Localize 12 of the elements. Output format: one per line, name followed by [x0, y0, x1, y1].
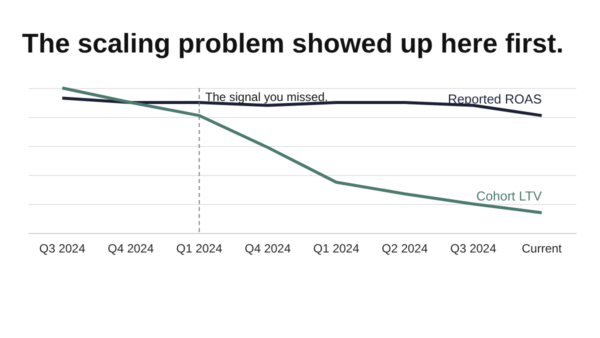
x-tick-label: Q1 2024 — [313, 242, 360, 256]
chart-title: The scaling problem showed up here first. — [22, 28, 564, 58]
series-label: Reported ROAS — [448, 92, 542, 107]
x-tick-label: Q3 2024 — [450, 242, 497, 256]
ref-line-label: The signal you missed. — [205, 90, 328, 104]
x-tick-label: Q1 2024 — [176, 242, 223, 256]
x-tick-label: Q4 2024 — [108, 242, 154, 256]
x-tick-label: Current — [522, 242, 562, 256]
x-tick-label: Q4 2024 — [244, 242, 292, 256]
series-label: Cohort LTV — [476, 188, 542, 204]
x-tick-label: Q3 2024 — [39, 242, 86, 256]
x-tick-label: Q2 2024 — [382, 242, 428, 256]
